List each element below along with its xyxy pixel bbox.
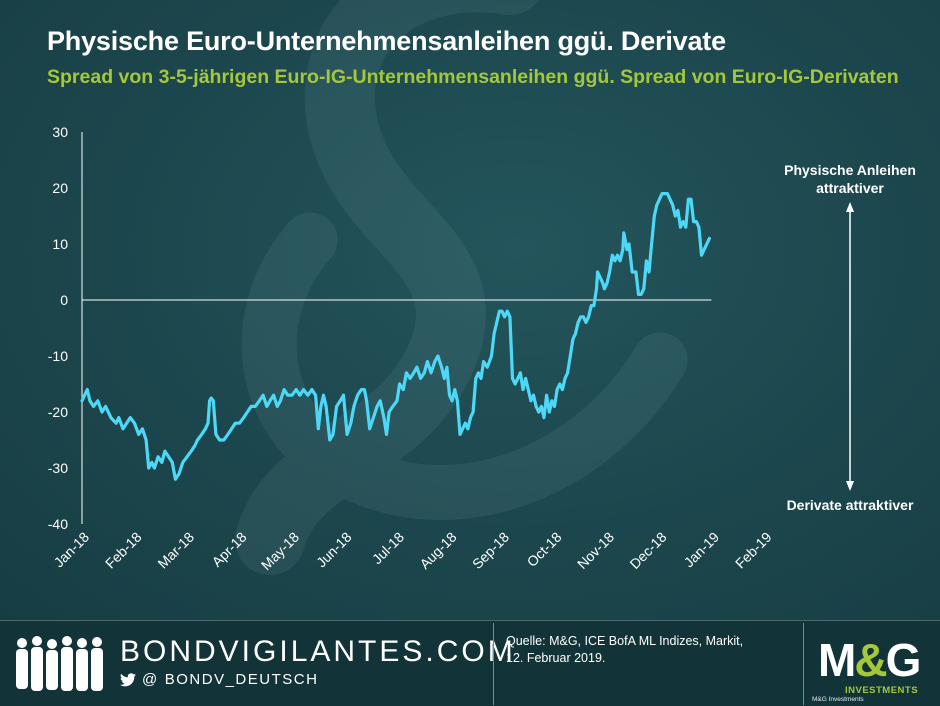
y-tick-label: 10 <box>52 236 68 252</box>
y-tick-label: -20 <box>48 404 68 420</box>
y-tick-label: 30 <box>52 124 68 140</box>
y-tick-label: -40 <box>48 516 68 532</box>
y-tick-label: 20 <box>52 180 68 196</box>
handle-prefix: @ <box>142 671 159 688</box>
annotation-top-line-1: Physische Anleihen <box>784 162 916 178</box>
people-silhouette-icon <box>16 636 103 691</box>
annotation-bottom: Derivate attraktiver <box>787 497 914 513</box>
footer-divider <box>493 623 494 705</box>
x-tick-label: Nov-18 <box>574 529 617 572</box>
source-line-2: 12. Februar 2019. <box>506 651 606 665</box>
x-tick-label: Apr-18 <box>209 529 250 570</box>
handle-text: BONDV_DEUTSCH <box>164 671 319 688</box>
x-tick-label: Jan-19 <box>681 529 723 571</box>
mg-logo: M&G <box>818 634 922 686</box>
series-line <box>80 192 712 481</box>
arrow-down-icon <box>846 481 854 491</box>
chart-title: Physische Euro-Unternehmensanleihen ggü.… <box>47 26 726 56</box>
x-tick-label: Mar-18 <box>154 529 197 572</box>
x-tick-label: Sep-18 <box>469 529 512 572</box>
x-tick-label: May-18 <box>258 529 302 573</box>
logo-smallprint: M&G Investments <box>812 696 864 703</box>
twitter-handle[interactable]: @ BONDV_DEUTSCH <box>120 671 318 688</box>
ampersand-watermark-icon <box>235 0 688 575</box>
y-tick-label: -10 <box>48 348 68 364</box>
x-tick-label: Oct-18 <box>524 529 565 570</box>
x-tick-label: Aug-18 <box>416 529 459 572</box>
chart-slide: Physische Euro-Unternehmensanleihen ggü.… <box>0 0 940 620</box>
twitter-bird-icon <box>120 672 136 686</box>
logo-amp: & <box>854 634 887 686</box>
arrow-up-icon <box>846 202 854 212</box>
footer-bar: BONDVIGILANTES.COM @ BONDV_DEUTSCH Quell… <box>0 620 940 706</box>
x-tick-label: Jun-18 <box>313 529 355 571</box>
logo-subtitle: INVESTMENTS <box>845 685 919 696</box>
y-tick-label: 0 <box>60 292 68 308</box>
x-tick-label: Feb-19 <box>732 529 775 572</box>
y-tick-label: -30 <box>48 460 68 476</box>
brand-name: BONDVIGILANTES.COM <box>120 635 516 668</box>
logo-m: M <box>818 634 856 686</box>
logo-g: G <box>885 634 922 686</box>
source-line-1: Quelle: M&G, ICE BofA ML Indizes, Markit… <box>506 634 744 648</box>
source-note: Quelle: M&G, ICE BofA ML Indizes, Markit… <box>506 633 786 667</box>
footer-divider-2 <box>803 623 804 705</box>
x-tick-label: Dec-18 <box>626 529 669 572</box>
x-tick-label: Feb-18 <box>102 529 145 572</box>
annotation-top-line-2: attraktiver <box>816 180 884 196</box>
x-tick-label: Jan-18 <box>51 529 93 571</box>
x-tick-label: Jul-18 <box>369 529 407 567</box>
chart-subtitle: Spread von 3-5-jährigen Euro-IG-Unterneh… <box>47 66 899 88</box>
